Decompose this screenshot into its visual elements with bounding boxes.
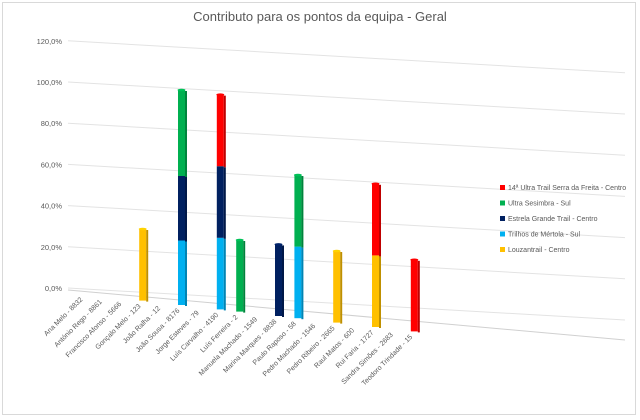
y-tick-label: 20,0% (41, 243, 63, 252)
bar-segment-side (379, 256, 381, 328)
chart-area (2, 2, 636, 415)
bar-segment (275, 244, 282, 316)
y-tick-label: 40,0% (41, 202, 63, 211)
x-tick-label: João Ralha - 12 (122, 305, 162, 345)
bar-top (235, 238, 244, 242)
x-tick-label: Ana Melo - 8832 (43, 296, 84, 337)
bar-segment (216, 166, 224, 238)
bar-segment (333, 251, 341, 323)
bar-segment-side (282, 245, 284, 317)
gridline (67, 163, 626, 197)
bar-segment (216, 94, 224, 167)
bar-segment-side (301, 247, 304, 320)
bar-segment-side (223, 167, 226, 239)
bar-segment (410, 259, 418, 332)
bar-segment (372, 183, 379, 256)
bar-top (410, 258, 419, 262)
legend-swatch (500, 231, 505, 237)
legend-swatch (500, 216, 505, 221)
bar-segment (294, 175, 302, 247)
legend-swatch (500, 247, 505, 252)
gridline (67, 246, 626, 280)
legend-label: Estrela Grande Trail - Centro (508, 216, 598, 223)
bar-segment-side (417, 260, 420, 333)
bar-top (216, 93, 225, 96)
bar-segment-side (223, 238, 226, 311)
bar-segment (294, 246, 302, 319)
floor-edge (67, 289, 626, 341)
bar-segment-side (340, 252, 343, 324)
bar-top (371, 182, 380, 186)
bar-segment-side (185, 91, 187, 177)
bar-segment (178, 240, 185, 305)
legend-label: Trilhos de Mértola - Sul (508, 232, 581, 239)
bar-segment-side (223, 95, 226, 168)
bar-segment (216, 237, 224, 310)
bar-segment-side (185, 241, 187, 306)
bar-top (293, 173, 302, 177)
y-tick-label: 60,0% (41, 160, 63, 169)
bar-segment (139, 229, 147, 301)
x-tick-label: Rui Faria - 1727 (335, 329, 376, 370)
bar-segment (178, 176, 185, 241)
legend-label: 14ª Ultra Trail Serra da Freita - Centro (508, 185, 626, 192)
bar-segment-side (146, 230, 149, 302)
legend-swatch (500, 185, 505, 190)
bar-segment-side (379, 184, 381, 257)
gridline (67, 122, 626, 156)
gridline (67, 205, 626, 239)
gridline (67, 287, 626, 321)
y-tick-label: 80,0% (41, 119, 63, 128)
legend-swatch (500, 200, 505, 206)
bar-segment (372, 255, 379, 327)
bar-top (332, 249, 341, 253)
y-tick-label: 100,0% (37, 78, 63, 87)
chart-title: Contributo para os pontos da equipa - Ge… (193, 9, 447, 24)
gridline (67, 40, 626, 74)
x-tick-label: Luís Ferreira - 2 (199, 314, 239, 354)
bar-segment-side (301, 176, 304, 248)
bar-segment (236, 240, 244, 312)
x-tick-label: Raul Matos - 600 (313, 327, 356, 370)
bar-top (138, 227, 147, 231)
gridline (67, 81, 626, 115)
bar-segment-side (243, 241, 246, 313)
bar-segment-side (185, 177, 187, 242)
y-tick-label: 0,0% (45, 284, 62, 293)
bar-top (177, 88, 186, 92)
legend-label: Ultra Sesimbra - Sul (508, 201, 571, 208)
bar-segment (178, 90, 185, 176)
y-tick-label: 120,0% (37, 37, 63, 46)
legend-label: Louzantrail - Centro (508, 247, 570, 254)
bar-top (274, 243, 283, 246)
